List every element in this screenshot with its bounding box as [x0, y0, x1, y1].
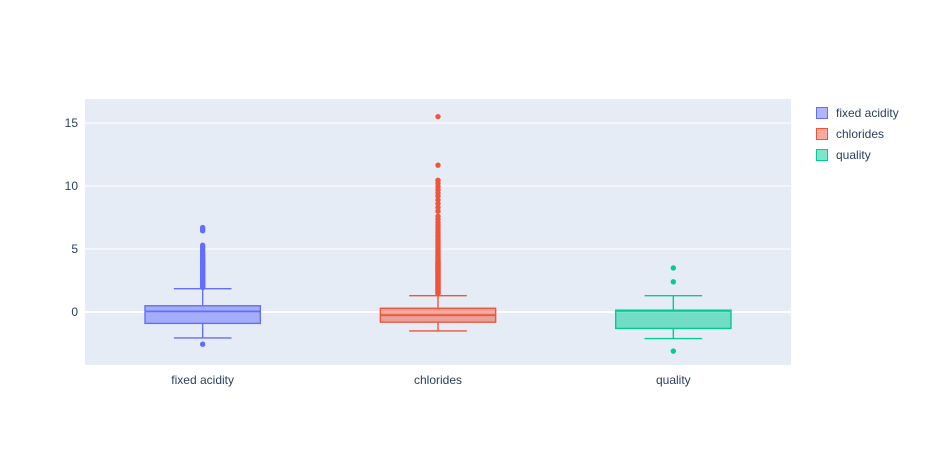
legend-item-label: quality: [836, 148, 871, 162]
outlier-point[interactable]: [670, 265, 677, 271]
legend-item-label: fixed acidity: [836, 106, 899, 120]
iqr-box[interactable]: [144, 305, 262, 325]
outlier-point[interactable]: [670, 279, 677, 285]
outlier-point[interactable]: [435, 113, 441, 120]
legend-item-fixed-acidity[interactable]: fixed acidity: [816, 106, 899, 120]
box-series-chlorides[interactable]: [379, 113, 497, 332]
iqr-box[interactable]: [614, 309, 732, 330]
x-axis-label-chlorides: chlorides: [413, 373, 463, 387]
outlier-point[interactable]: [435, 208, 441, 214]
outlier-point[interactable]: [199, 242, 206, 248]
x-axis-label-quality: quality: [655, 373, 691, 387]
legend-item-chlorides[interactable]: chlorides: [816, 127, 899, 141]
y-axis-tick-label: 10: [64, 178, 78, 193]
outlier-point[interactable]: [199, 224, 206, 231]
box-series-quality[interactable]: [614, 265, 732, 354]
outlier-point[interactable]: [435, 204, 441, 211]
legend-item-quality[interactable]: quality: [816, 148, 899, 162]
legend-swatch-icon: [816, 107, 828, 119]
outlier-point[interactable]: [435, 177, 441, 184]
outlier-point[interactable]: [435, 200, 441, 207]
y-axis-tick-label: 15: [64, 115, 78, 130]
outlier-point[interactable]: [670, 348, 677, 354]
outlier-point[interactable]: [199, 341, 206, 347]
box-series-fixed-acidity[interactable]: [144, 224, 262, 347]
legend-swatch-icon: [816, 128, 828, 140]
legend-swatch-icon: [816, 149, 828, 161]
legend-item-label: chlorides: [836, 127, 885, 141]
x-axis-label-fixed-acidity: fixed acidity: [171, 373, 235, 387]
outlier-point[interactable]: [435, 213, 441, 219]
y-axis-tick-label: 0: [71, 305, 78, 320]
y-axis-tick-label: 5: [71, 242, 78, 257]
outlier-point[interactable]: [435, 162, 441, 168]
legend: fixed acidity chlorides quality: [816, 106, 899, 162]
outlier-point[interactable]: [435, 197, 441, 203]
